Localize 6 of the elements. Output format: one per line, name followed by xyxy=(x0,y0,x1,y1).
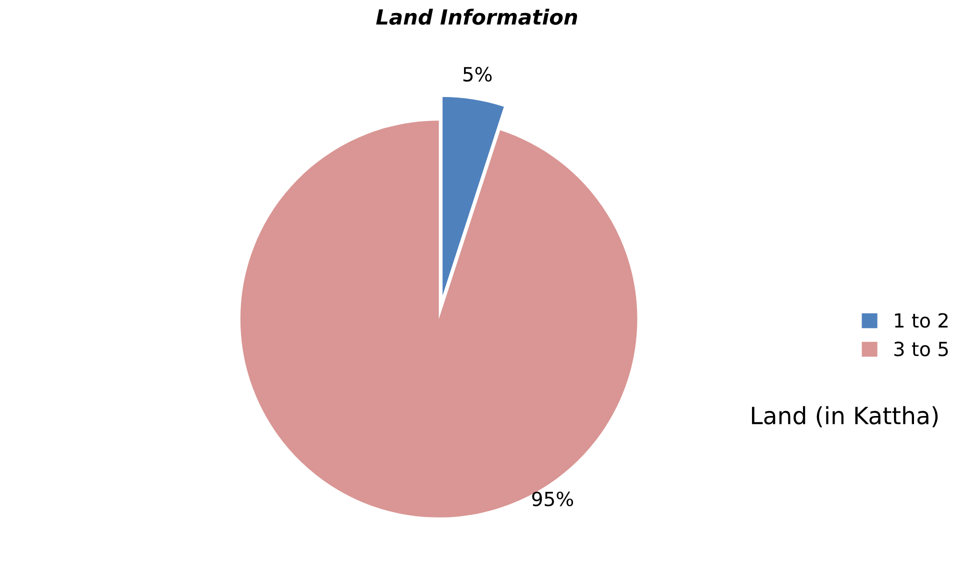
legend-title: Land (in Kattha) xyxy=(752,406,938,428)
chart-title: Land Information xyxy=(376,8,578,25)
legend-label: 3 to 5 xyxy=(894,342,948,356)
data-label: 5% xyxy=(463,66,492,82)
legend-label: 1 to 2 xyxy=(895,313,948,328)
data-label: 95% xyxy=(532,492,574,506)
